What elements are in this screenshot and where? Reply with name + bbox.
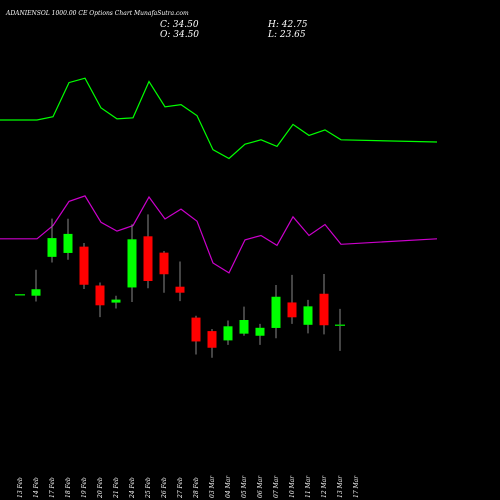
candle-body — [31, 289, 41, 296]
candle — [271, 285, 281, 339]
x-tick-label: 14 Feb — [33, 477, 40, 498]
x-tick-label: 06 Mar — [257, 475, 264, 498]
candle-body — [255, 327, 265, 336]
candle — [207, 329, 217, 358]
x-tick-label: 17 Feb — [49, 477, 56, 498]
candle-body — [303, 306, 313, 325]
candle-body — [207, 331, 217, 348]
candle — [191, 315, 201, 355]
candle — [127, 224, 137, 302]
candle-body — [319, 293, 329, 326]
x-tick-label: 07 Mar — [273, 475, 280, 498]
x-axis-ticks: 13 Feb 14 Feb 17 Feb 18 Feb 19 Feb 20 Feb 21 F… — [17, 475, 360, 499]
candle — [95, 282, 105, 318]
candle-body — [175, 286, 185, 293]
x-tick-label: 28 Feb — [193, 477, 200, 499]
x-tick-label: 27 Feb — [177, 477, 184, 499]
low-value: L: 23.65 — [268, 30, 306, 40]
candle-body — [239, 320, 249, 334]
candle-body — [223, 326, 233, 341]
candle — [111, 295, 121, 309]
indicator-lines — [0, 77, 438, 274]
x-tick-label: 25 Feb — [145, 477, 152, 499]
open-value: O: 34.50 — [160, 30, 200, 40]
x-tick-label: 04 Mar — [225, 475, 232, 498]
candle-body — [143, 236, 153, 281]
x-tick-label: 26 Feb — [161, 477, 168, 499]
x-tick-label: 20 Feb — [97, 477, 104, 499]
x-tick-label: 10 Mar — [289, 475, 296, 498]
indicator-line-top — [0, 77, 438, 160]
x-tick-label: 19 Feb — [81, 477, 88, 498]
indicator-line-bottom — [0, 195, 438, 274]
candle — [319, 273, 329, 335]
candle — [63, 218, 73, 260]
candle — [79, 243, 89, 289]
candle-body — [287, 302, 297, 318]
candle-body — [63, 233, 73, 253]
x-tick-label: 18 Feb — [65, 477, 72, 498]
candle — [255, 323, 265, 345]
x-tick-label: 12 Mar — [321, 475, 328, 498]
candle — [287, 274, 297, 324]
x-tick-label: 13 Feb — [17, 477, 24, 498]
candle-body — [79, 246, 89, 285]
candle — [31, 269, 41, 302]
candle — [335, 308, 345, 351]
candle-body — [95, 285, 105, 306]
candle-body — [47, 238, 57, 257]
candle-body — [127, 239, 137, 288]
x-tick-label: 03 Mar — [209, 475, 216, 498]
x-tick-label: 17 Mar — [353, 475, 360, 498]
candle — [303, 299, 313, 334]
candle — [223, 320, 233, 345]
x-tick-label: 05 Mar — [241, 475, 248, 498]
candle-body — [271, 296, 281, 328]
x-tick-label: 11 Mar — [305, 475, 312, 498]
close-value: C: 34.50 — [160, 20, 199, 30]
x-tick-label: 21 Feb — [113, 477, 120, 499]
candle-body — [111, 299, 121, 303]
x-tick-label: 13 Mar — [337, 475, 344, 498]
candle-body — [191, 317, 201, 342]
x-tick-label: 24 Feb — [129, 477, 136, 499]
candle — [143, 214, 153, 289]
candle — [239, 306, 249, 336]
candle — [159, 251, 169, 293]
chart-title: ADANIENSOL 1000.00 CE Options Chart Muna… — [6, 10, 189, 17]
candle — [175, 261, 185, 302]
high-value: H: 42.75 — [268, 20, 308, 30]
candle — [47, 218, 57, 263]
candle-body — [159, 252, 169, 275]
candles — [15, 214, 345, 358]
